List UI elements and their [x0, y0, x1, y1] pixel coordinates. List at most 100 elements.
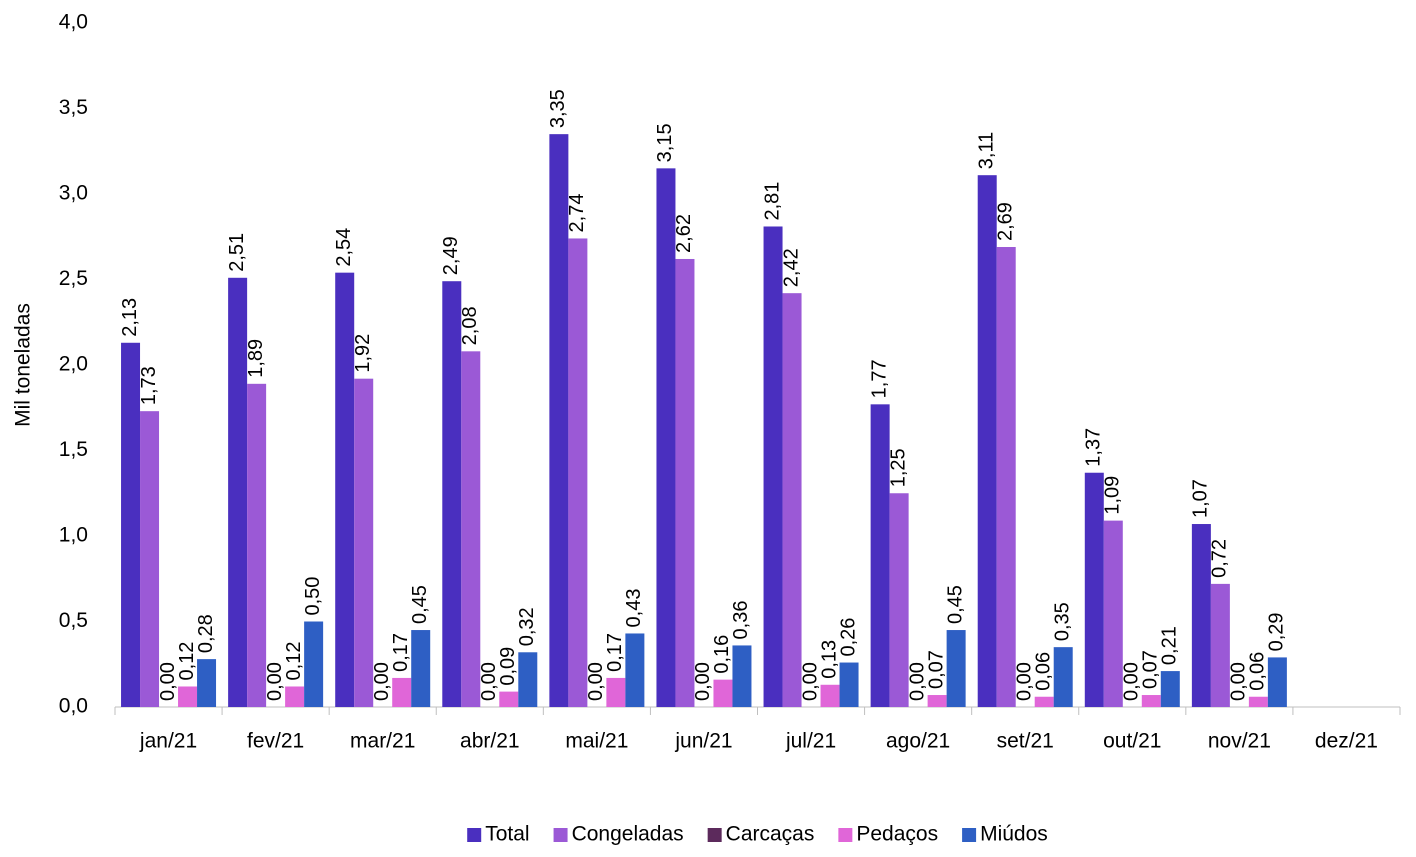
value-label: 0,06 [1032, 652, 1054, 691]
value-label: 0,13 [818, 640, 840, 679]
bar [977, 175, 997, 707]
value-label: 0,09 [497, 647, 519, 686]
legend-label: Pedaços [856, 823, 938, 846]
bar [889, 493, 909, 707]
value-label: 1,07 [1190, 479, 1212, 518]
legend-label: Congeladas [572, 823, 684, 846]
x-tick-label: jul/21 [785, 730, 836, 753]
value-label: 0,29 [1266, 612, 1288, 651]
value-label: 0,28 [195, 614, 217, 653]
value-label: 0,12 [176, 642, 198, 681]
bar [304, 621, 324, 707]
value-label: 0,12 [283, 642, 305, 681]
bar [285, 686, 305, 707]
bar [1103, 520, 1123, 707]
bar [499, 691, 519, 707]
value-label: 0,26 [837, 618, 859, 657]
value-label: 0,00 [799, 662, 821, 701]
bar [656, 168, 676, 708]
legend-label: Total [485, 823, 529, 846]
legend-swatch [838, 828, 853, 842]
bar [335, 272, 355, 707]
bar [247, 383, 267, 707]
legend-label: Miúdos [980, 823, 1048, 846]
bar [1034, 696, 1054, 707]
bar [1191, 524, 1211, 707]
x-tick-label: set/21 [997, 730, 1054, 753]
value-label: 3,35 [547, 89, 569, 128]
bar [1267, 657, 1287, 707]
legend-swatch [553, 828, 568, 842]
value-label: 0,21 [1159, 626, 1181, 665]
value-label: 0,72 [1209, 539, 1231, 578]
value-label: 0,43 [623, 589, 645, 628]
bar [568, 238, 588, 707]
bar [782, 293, 802, 707]
bar [713, 679, 733, 707]
bar [549, 134, 569, 707]
x-tick-label: abr/21 [460, 730, 520, 753]
bar [839, 662, 859, 707]
value-label: 1,09 [1102, 476, 1124, 515]
legend-swatch [707, 828, 722, 842]
value-label: 0,00 [1228, 662, 1250, 701]
bar [411, 630, 431, 707]
value-label: 3,11 [975, 132, 997, 169]
bar [1248, 696, 1268, 707]
y-tick-label: 1,5 [59, 438, 88, 461]
value-label: 0,07 [925, 650, 947, 689]
value-label: 2,62 [673, 214, 695, 253]
x-tick-label: dez/21 [1315, 730, 1378, 753]
value-label: 1,73 [138, 366, 160, 405]
value-label: 0,00 [906, 662, 928, 701]
value-label: 0,00 [157, 662, 179, 701]
value-label: 0,16 [711, 635, 733, 674]
value-label: 3,15 [654, 123, 676, 162]
value-label: 0,45 [944, 585, 966, 624]
value-label: 1,37 [1083, 428, 1105, 467]
value-label: 2,08 [459, 306, 481, 345]
legend-swatch [962, 828, 977, 842]
bar [820, 684, 840, 707]
x-tick-label: jun/21 [674, 730, 732, 753]
value-label: 2,69 [994, 202, 1016, 241]
value-label: 1,77 [868, 359, 890, 398]
y-tick-label: 2,0 [59, 353, 88, 376]
value-label: 0,00 [1121, 662, 1143, 701]
value-label: 2,74 [566, 194, 588, 233]
bar [625, 633, 645, 707]
y-tick-label: 0,0 [59, 695, 88, 718]
value-label: 0,36 [730, 601, 752, 640]
value-label: 2,13 [119, 298, 141, 337]
bar [197, 659, 217, 707]
y-tick-label: 3,5 [59, 96, 88, 119]
y-tick-label: 0,5 [59, 609, 88, 632]
bar [178, 686, 198, 707]
bar [732, 645, 752, 707]
value-label: 2,81 [761, 182, 783, 221]
value-label: 0,17 [390, 633, 412, 672]
value-label: 0,50 [302, 577, 324, 616]
value-label: 2,42 [780, 248, 802, 287]
value-label: 1,92 [352, 334, 374, 373]
x-tick-label: fev/21 [247, 730, 304, 753]
value-label: 1,25 [887, 448, 909, 487]
legend-swatch [467, 828, 482, 842]
value-label: 1,89 [245, 339, 267, 378]
x-tick-label: ago/21 [886, 730, 950, 753]
y-tick-label: 4,0 [59, 11, 88, 34]
bar [606, 677, 626, 707]
y-tick-label: 1,0 [59, 524, 88, 547]
x-tick-label: mai/21 [565, 730, 628, 753]
value-label: 0,00 [1013, 662, 1035, 701]
value-label: 2,51 [226, 233, 248, 272]
y-axis-label: Mil toneladas [12, 303, 35, 427]
value-label: 2,49 [440, 236, 462, 275]
bar [392, 677, 412, 707]
bar [518, 652, 538, 707]
value-label: 0,35 [1051, 602, 1073, 641]
bar [1053, 647, 1073, 707]
bar [1141, 695, 1161, 707]
bar [442, 281, 462, 707]
